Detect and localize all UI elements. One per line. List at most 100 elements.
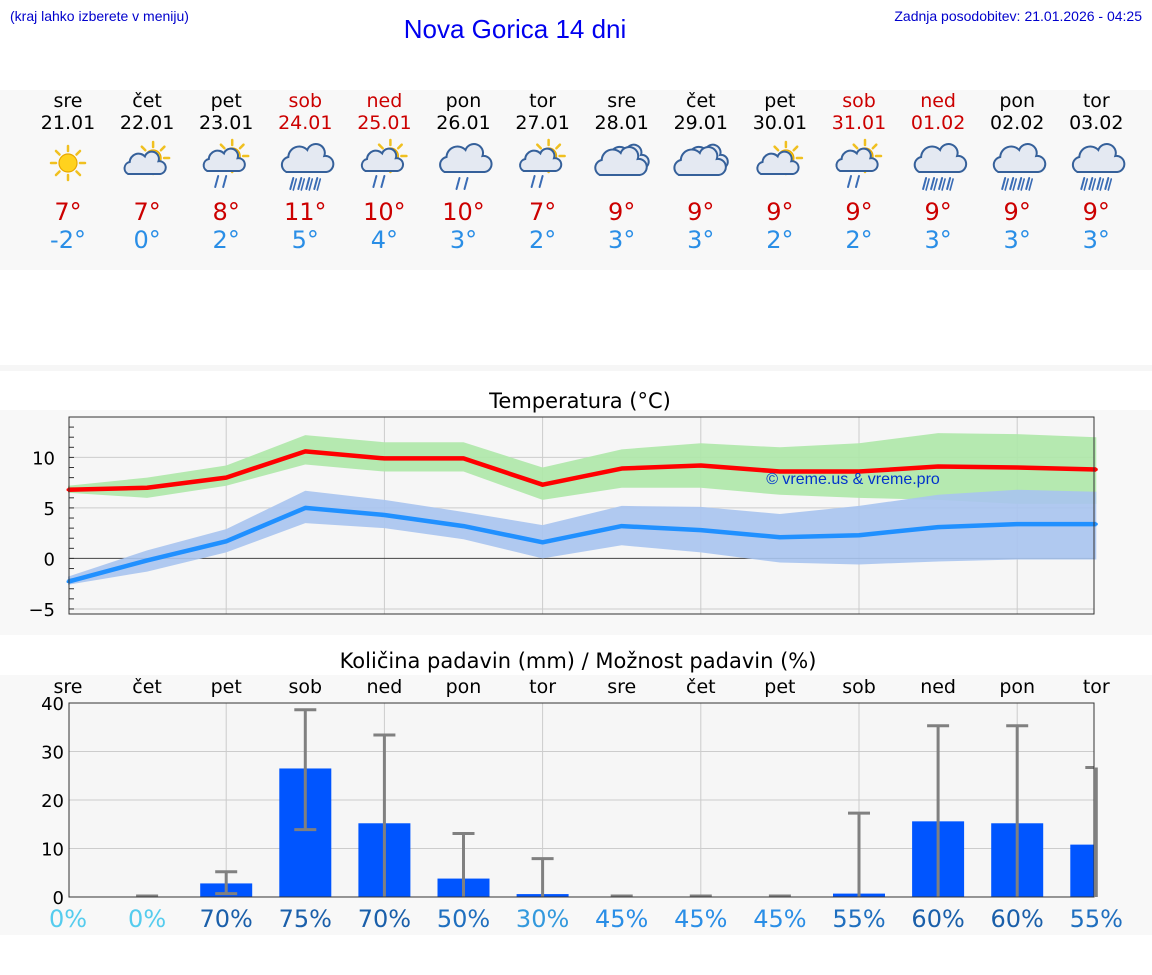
- temperature-plot-frame: [68, 416, 1095, 615]
- temp-min: 3°: [924, 226, 951, 254]
- precip-day-label: ned: [367, 676, 403, 698]
- y-tick-label: 20: [41, 791, 64, 812]
- precip-probability: 45%: [674, 905, 727, 933]
- day-name: čet: [132, 90, 162, 112]
- cloud-rain-icon: [1071, 143, 1126, 191]
- precip-day-label: sre: [607, 676, 636, 698]
- cloud-light-rain-icon: [439, 143, 493, 190]
- precip-probability: 60%: [991, 905, 1044, 933]
- max-temp-point: [1015, 466, 1019, 470]
- temp-max: 9°: [687, 198, 714, 226]
- precip-probability: 70%: [200, 905, 253, 933]
- sun-cloud-light-rain-icon: [835, 138, 883, 188]
- cloud-rain-icon: [913, 143, 968, 191]
- last-updated-value: 21.01.2026 - 04:25: [1024, 8, 1142, 24]
- day-date: 31.01: [832, 112, 886, 134]
- precip-probability: 0%: [128, 905, 166, 933]
- y-tick-label: 30: [41, 743, 64, 764]
- min-temp-point: [303, 506, 307, 510]
- day-name: čet: [686, 90, 716, 112]
- max-temp-point: [145, 486, 149, 490]
- min-temp-point: [857, 533, 861, 537]
- precip-day-label: sob: [289, 676, 323, 698]
- temp-min: 2°: [845, 226, 872, 254]
- day-name: pet: [211, 90, 242, 112]
- page-title: Nova Gorica 14 dni: [403, 14, 627, 44]
- location-hint: (kraj lahko izberete v meniju): [10, 8, 189, 24]
- y-tick-label: 40: [41, 694, 64, 715]
- y-tick-label: 0: [44, 549, 55, 570]
- temp-max: 10°: [363, 198, 406, 226]
- temp-min: -2°: [50, 226, 86, 254]
- panel-divider: [0, 365, 1152, 371]
- day-name: pon: [999, 90, 1035, 112]
- precip-day-label: pon: [999, 676, 1035, 698]
- min-temp-point: [1094, 522, 1098, 526]
- sun-icon: [49, 144, 87, 182]
- precip-day-label: tor: [1083, 676, 1110, 698]
- partly-cloudy-icon: [756, 140, 804, 176]
- watermark: © vreme.us & vreme.pro: [766, 471, 940, 488]
- max-temp-point: [382, 456, 386, 460]
- day-name: tor: [529, 90, 556, 112]
- precip-probability: 50%: [437, 905, 490, 933]
- temp-min: 2°: [766, 226, 793, 254]
- min-temp-point: [382, 513, 386, 517]
- temp-min: 2°: [213, 226, 240, 254]
- min-temp-point: [699, 528, 703, 532]
- sun-cloud-rain-icon: [360, 138, 408, 188]
- y-tick-label: 10: [32, 448, 55, 469]
- temp-min: 3°: [1004, 226, 1031, 254]
- temp-min: 3°: [1083, 226, 1110, 254]
- temp-min: 3°: [608, 226, 635, 254]
- sun-cloud-rain-icon: [202, 138, 250, 188]
- cloud-rain-icon: [280, 143, 335, 191]
- day-date: 01.02: [911, 112, 965, 134]
- min-temp-point: [541, 540, 545, 544]
- cloudy-icon: [594, 143, 650, 176]
- min-temp-point: [145, 558, 149, 562]
- max-temp-point: [224, 476, 228, 480]
- cloud-rain-icon: [992, 143, 1047, 191]
- precip-probability: 55%: [832, 905, 885, 933]
- cloudy-icon: [673, 143, 729, 176]
- max-temp-point: [778, 470, 782, 474]
- day-date: 21.01: [41, 112, 95, 134]
- precip-day-label: pet: [764, 676, 795, 698]
- min-temp-point: [224, 539, 228, 543]
- last-updated-label: Zadnja posodobitev:: [894, 8, 1021, 24]
- y-tick-label: 5: [44, 499, 55, 520]
- temp-max: 7°: [133, 198, 160, 226]
- day-name: sob: [842, 90, 876, 112]
- temp-min: 0°: [133, 226, 160, 254]
- temp-min: 3°: [687, 226, 714, 254]
- precip-probability: 75%: [279, 905, 332, 933]
- day-date: 23.01: [199, 112, 253, 134]
- day-name: sre: [607, 90, 636, 112]
- precip-day-label: tor: [529, 676, 556, 698]
- max-temp-point: [462, 456, 465, 460]
- temp-max: 7°: [529, 198, 556, 226]
- precip-probability: 30%: [516, 905, 569, 933]
- precipitation-chart-title: Količina padavin (mm) / Možnost padavin …: [340, 649, 817, 673]
- day-date: 25.01: [357, 112, 411, 134]
- min-temp-point: [778, 535, 782, 539]
- temp-max: 10°: [442, 198, 485, 226]
- day-date: 22.01: [120, 112, 174, 134]
- precip-probability: 60%: [911, 905, 964, 933]
- temp-max: 9°: [1083, 198, 1110, 226]
- min-temp-point: [1015, 522, 1019, 526]
- precip-bar: [1070, 844, 1094, 897]
- day-date: 02.02: [990, 112, 1044, 134]
- max-temp-range-band: [68, 433, 1097, 504]
- precipitation-plot-frame: [68, 702, 1095, 898]
- day-date: 24.01: [278, 112, 332, 134]
- temp-max: 7°: [54, 198, 81, 226]
- min-temp-line: [67, 505, 1097, 584]
- day-name: sob: [289, 90, 323, 112]
- y-tick-label: −5: [28, 600, 55, 621]
- forecast-panel: [0, 90, 1152, 270]
- temp-max: 9°: [608, 198, 635, 226]
- precip-day-label: ned: [920, 676, 956, 698]
